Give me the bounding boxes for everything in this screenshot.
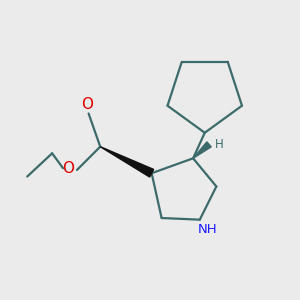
Polygon shape [100,147,154,177]
Text: O: O [81,97,93,112]
Text: O: O [62,161,74,176]
Polygon shape [193,142,211,158]
Text: NH: NH [197,223,217,236]
Text: H: H [215,138,224,151]
